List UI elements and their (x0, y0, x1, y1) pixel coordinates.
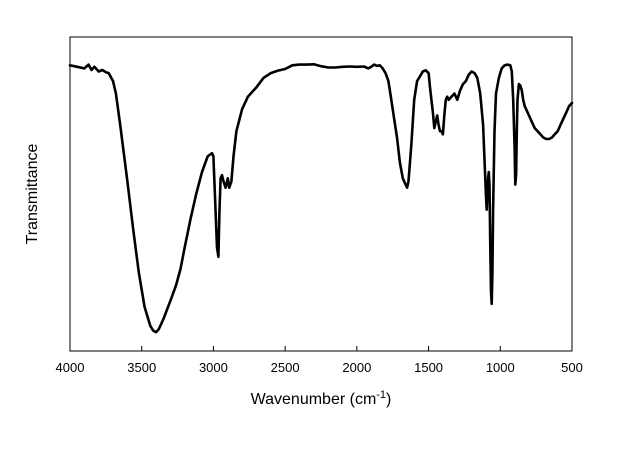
x-tick-label-3500: 3500 (127, 360, 156, 375)
x-tick-label-4000: 4000 (56, 360, 85, 375)
x-tick-label-1000: 1000 (486, 360, 515, 375)
x-tick-label-1500: 1500 (414, 360, 443, 375)
y-axis-label: Transmittance (24, 144, 41, 245)
x-axis-label-close: ) (386, 391, 391, 408)
x-axis-label: Wavenumber (cm-1) (251, 389, 392, 408)
x-axis-tick-labels: 4000 3500 3000 2500 2000 1500 1000 500 (56, 360, 583, 375)
x-tick-label-500: 500 (561, 360, 583, 375)
plot-frame (69, 36, 573, 352)
series-line-spectrum (68, 63, 574, 334)
x-tick-label-2500: 2500 (271, 360, 300, 375)
x-axis-ticks (69, 346, 573, 351)
x-axis-label-superscript: -1 (376, 389, 386, 401)
x-axis-label-main: Wavenumber (cm (251, 391, 377, 408)
x-tick-label-2000: 2000 (342, 360, 371, 375)
x-tick-label-3000: 3000 (199, 360, 228, 375)
